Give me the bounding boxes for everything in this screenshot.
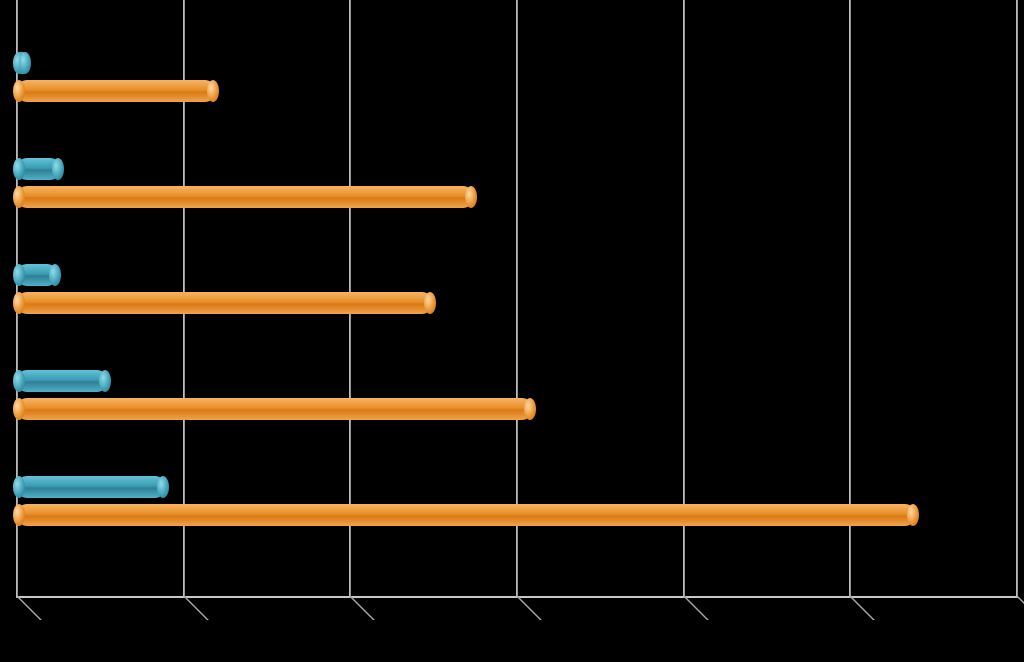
bar-cap xyxy=(52,158,64,180)
bar-orange xyxy=(16,186,474,208)
bar-cap xyxy=(19,52,31,74)
bar-orange xyxy=(16,80,216,102)
bar-cap xyxy=(99,370,111,392)
gridline xyxy=(1016,0,1018,598)
bar-teal xyxy=(16,370,108,392)
bar-cap xyxy=(157,476,169,498)
bar-cap xyxy=(13,504,25,526)
bar-cap xyxy=(13,476,25,498)
bar-cap xyxy=(207,80,219,102)
bar-orange xyxy=(16,292,433,314)
bar-cap xyxy=(13,370,25,392)
bar-cap xyxy=(524,398,536,420)
bar-cap xyxy=(13,264,25,286)
bar-cap xyxy=(13,186,25,208)
bar-cap xyxy=(907,504,919,526)
bar-cap xyxy=(465,186,477,208)
bar-teal xyxy=(16,158,61,180)
horizontal-bar-chart xyxy=(16,0,1016,662)
bar-cap xyxy=(13,158,25,180)
bar-cap xyxy=(49,264,61,286)
bar-teal xyxy=(16,52,28,74)
bar-cap xyxy=(13,80,25,102)
bar-teal xyxy=(16,264,58,286)
bar-orange xyxy=(16,398,533,420)
bar-orange xyxy=(16,504,916,526)
bar-cap xyxy=(13,398,25,420)
bar-teal xyxy=(16,476,166,498)
bar-cap xyxy=(424,292,436,314)
bar-cap xyxy=(13,292,25,314)
